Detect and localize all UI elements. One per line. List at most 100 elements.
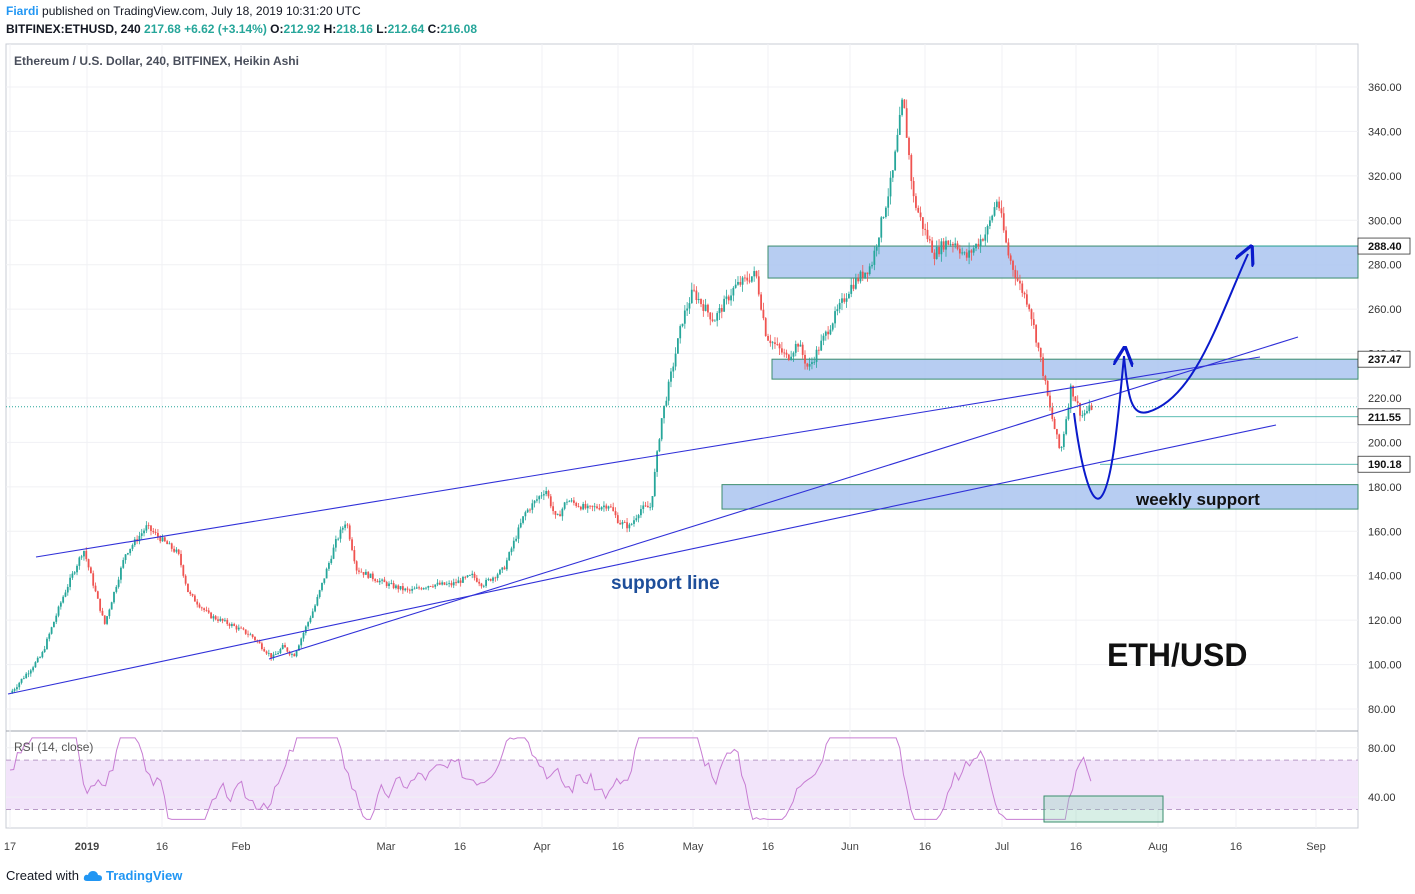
candle-body <box>517 527 520 539</box>
candle-body <box>240 627 243 629</box>
candle-body <box>744 277 746 279</box>
x-tick-label: 16 <box>1230 841 1242 853</box>
candle-body <box>505 560 508 570</box>
candle-body <box>667 381 670 401</box>
upper-trendline <box>35 356 1261 558</box>
candle-body <box>746 277 749 281</box>
candle-body <box>330 558 333 564</box>
candle-body <box>556 514 559 516</box>
price-label-box <box>1357 408 1411 426</box>
y-tick-label: 260.00 <box>1368 304 1402 316</box>
candle-body <box>822 335 825 341</box>
candle-body <box>205 609 208 611</box>
candle-body <box>702 304 705 311</box>
candle-body <box>32 667 35 671</box>
x-tick-label: Jul <box>995 841 1009 853</box>
candle-body <box>1025 294 1028 305</box>
candle-body <box>198 604 201 608</box>
plot-frame <box>5 43 1359 829</box>
candle-body <box>737 281 739 285</box>
symbol-name: BITFINEX:ETHUSD, 240 <box>6 22 141 36</box>
candle-body <box>166 541 169 545</box>
candle-body <box>473 573 476 578</box>
x-tick-label: 16 <box>156 841 168 853</box>
candle-body <box>284 645 286 648</box>
rsi-highlight-box <box>1043 795 1164 823</box>
chart-area[interactable]: 17 2019 16 Feb Mar 16 Apr 16 May 16 Jun 16 Jul 16 Aug 1… <box>0 42 1415 860</box>
candle-body <box>635 518 638 521</box>
candle-body <box>196 601 199 605</box>
candle-body <box>297 645 300 651</box>
candle-body <box>212 616 215 619</box>
candle-body <box>894 151 897 171</box>
candle-body <box>938 247 940 255</box>
high-label: H: <box>323 22 337 36</box>
candle-body <box>984 234 987 241</box>
candle-body <box>346 524 349 526</box>
candle-body <box>753 271 756 277</box>
candle-body <box>1016 278 1019 281</box>
candle-body <box>767 335 769 341</box>
candle-body <box>55 615 58 622</box>
candle-body <box>646 505 649 508</box>
candle-body <box>1000 208 1003 214</box>
candle-body <box>1081 415 1084 417</box>
candle-body <box>365 571 367 575</box>
candle-body <box>942 241 945 250</box>
candle-body <box>73 572 76 574</box>
y-tick-label: 120.00 <box>1368 615 1402 627</box>
candle-body <box>415 587 418 589</box>
candle-body <box>1023 292 1026 295</box>
y-tick-label: 80.00 <box>1368 704 1396 716</box>
candle-body <box>314 605 316 612</box>
candle-body <box>868 266 871 275</box>
tradingview-brand[interactable]: TradingView <box>83 868 182 883</box>
candle-body <box>811 362 813 365</box>
candle-body <box>163 537 166 542</box>
candle-body <box>884 207 887 217</box>
price-level-label: 237.47 <box>1368 354 1402 366</box>
candle-body <box>829 329 832 335</box>
candle-body <box>614 511 617 516</box>
candle-body <box>683 310 686 324</box>
candle-body <box>963 252 966 254</box>
candle-body <box>968 250 970 258</box>
candle-body <box>374 579 377 581</box>
candle-body <box>316 596 319 606</box>
candle-body <box>309 617 312 623</box>
candle-body <box>482 585 485 587</box>
candle-body <box>561 508 564 517</box>
candle-body <box>242 628 245 630</box>
candle-body <box>434 584 437 587</box>
candle-body <box>1090 405 1093 410</box>
x-tick-label: May <box>683 841 704 853</box>
candle-body <box>337 538 340 540</box>
y-tick-label: 160.00 <box>1368 526 1402 538</box>
candle-body <box>485 579 487 586</box>
candle-body <box>531 503 534 510</box>
candle-body <box>882 216 885 218</box>
candle-body <box>836 309 839 312</box>
candle-body <box>1019 280 1021 284</box>
candle-body <box>771 342 774 344</box>
candle-body <box>979 239 982 247</box>
y-tick-label: 280.00 <box>1368 260 1402 272</box>
candle-body <box>351 539 353 551</box>
candle-body <box>817 349 820 351</box>
candle-body <box>637 515 640 519</box>
candle-body <box>582 503 585 510</box>
candle-body <box>910 155 913 182</box>
candle-body <box>457 580 460 584</box>
candle-body <box>117 579 120 587</box>
candle-body <box>889 177 892 197</box>
candle-body <box>1079 402 1081 416</box>
candle-body <box>801 344 804 355</box>
x-tick-label: Apr <box>533 841 550 853</box>
author-link[interactable]: Fiardi <box>6 4 39 18</box>
candle-body <box>270 653 273 658</box>
candle-body <box>813 361 816 363</box>
price-label-box <box>1357 237 1411 255</box>
candle-body <box>688 303 691 309</box>
candle-body <box>173 548 175 552</box>
candle-body <box>522 516 524 523</box>
